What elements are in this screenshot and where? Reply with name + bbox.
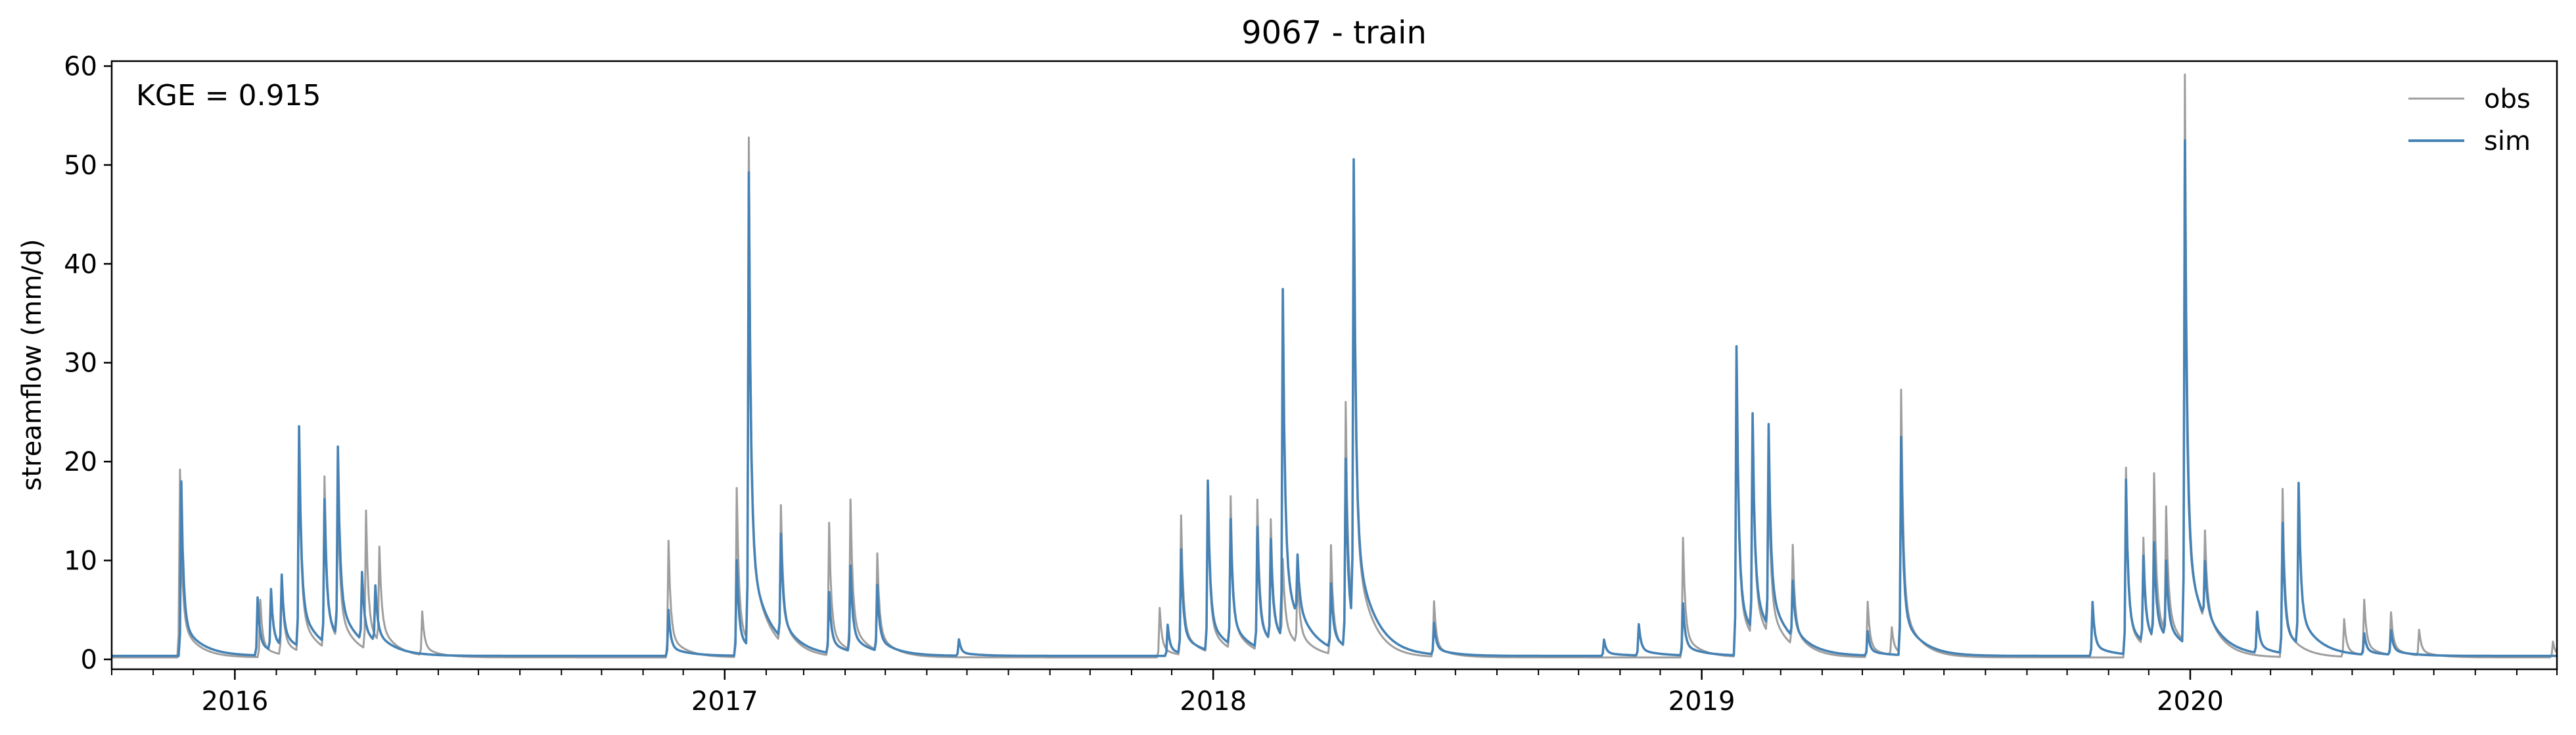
kge-annotation: KGE = 0.915 [136,79,321,112]
x-tick-label: 2016 [201,686,268,717]
y-tick-label: 0 [81,645,97,675]
plot-area [110,60,2558,671]
legend: obs sim [2408,84,2531,156]
x-tick-label: 2018 [1180,686,1247,717]
x-tick-label: 2017 [691,686,758,717]
series-layer [112,73,2558,659]
y-tick-label: 60 [64,52,97,82]
y-tick-label: 30 [64,348,97,379]
y-axis: 0 10 20 30 40 50 60 [64,52,112,675]
y-tick-label: 10 [64,546,97,577]
series-line-obs [112,73,2558,659]
y-tick-label: 40 [64,249,97,279]
x-axis: 2016 2017 2018 2019 2020 [111,669,2558,717]
y-tick-label: 20 [64,447,97,477]
chart-title: 9067 - train [1241,14,1427,51]
x-tick-label: 2020 [2157,686,2224,717]
series-line-sim [112,139,2557,657]
y-axis-label: streamflow (mm/d) [17,239,47,490]
x-tick-label: 2019 [1668,686,1736,717]
legend-label-obs: obs [2484,84,2531,114]
y-tick-label: 50 [64,151,97,181]
legend-label-sim: sim [2484,126,2531,156]
plot-frame [110,60,2558,671]
